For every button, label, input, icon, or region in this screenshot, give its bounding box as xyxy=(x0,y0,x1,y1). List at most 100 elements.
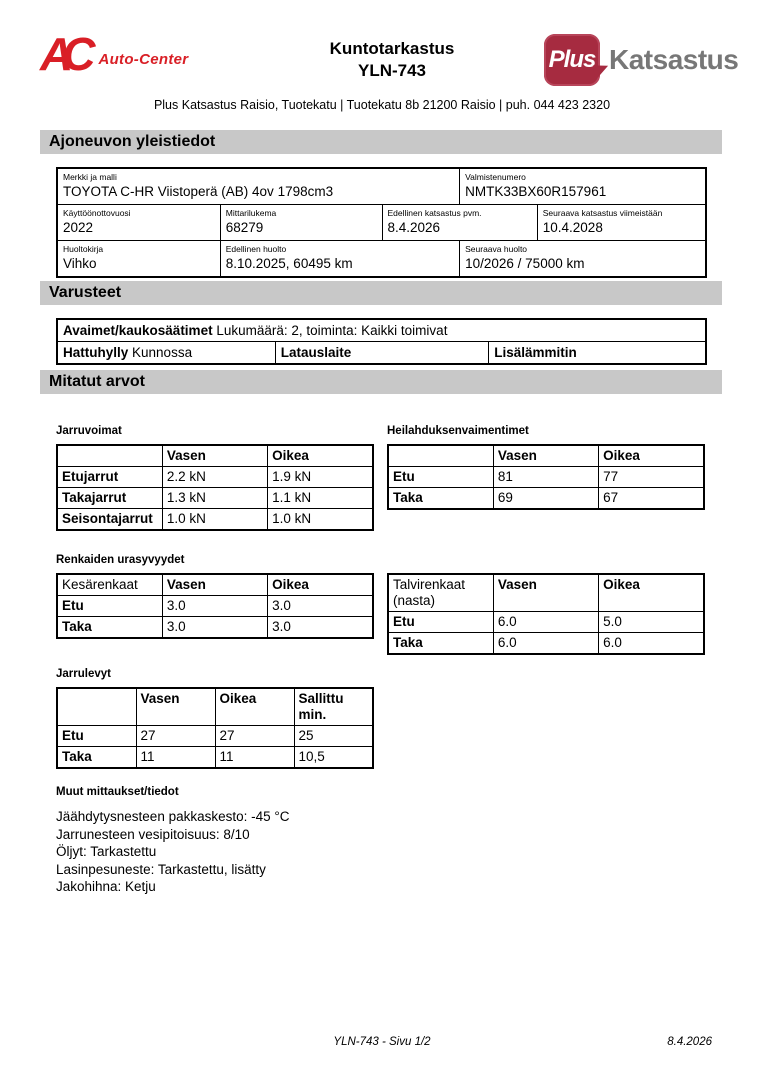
field-label: Edellinen katsastus pvm. xyxy=(387,208,482,218)
table-cell: 3.0 xyxy=(161,616,269,639)
table-header-row: Vasen Oikea Sallittu min. xyxy=(56,687,374,726)
table-cell: 81 xyxy=(492,466,600,488)
table-cell: 6.0 xyxy=(492,611,600,633)
report-header: AC Auto-Center Kuntotarkastus YLN-743 Pl… xyxy=(0,0,764,86)
brake-forces-title: Jarruvoimat xyxy=(56,425,122,437)
footer-page-info: YLN-743 - Sivu 1/2 xyxy=(333,1036,431,1048)
table-row: Etujarrut 2.2 kN 1.9 kN xyxy=(56,466,374,488)
equipment-row: Avaimet/kaukosäätimet Lukumäärä: 2, toim… xyxy=(58,320,705,341)
table-cell: Etu xyxy=(56,725,137,747)
field-hattuhylly: Hattuhylly Kunnossa xyxy=(58,342,275,363)
table-header-cell xyxy=(56,687,137,726)
other-measurements-list: Jäähdytysnesteen pakkaskesto: -45 °C Jar… xyxy=(56,808,722,896)
vehicle-info-row: Huoltokirja Vihko Edellinen huolto 8.10.… xyxy=(58,240,705,276)
table-header-row: Vasen Oikea xyxy=(56,444,374,467)
table-cell: 3.0 xyxy=(267,616,374,639)
tire-tread-depths-title: Renkaiden urasyvyydet xyxy=(56,554,185,566)
field-value: 8.4.2026 xyxy=(387,220,441,235)
field-value: Kunnossa xyxy=(132,345,193,360)
report-title: Kuntotarkastus YLN-743 xyxy=(240,30,544,82)
field-valmistenumero: Valmistenumero NMTK33BX60R157961 xyxy=(459,169,705,204)
report-content: Ajoneuvon yleistiedot Merkki ja malli TO… xyxy=(0,130,764,896)
field-label: Edellinen huolto xyxy=(225,244,287,254)
field-value: NMTK33BX60R157961 xyxy=(465,184,607,199)
page-footer: YLN-743 - Sivu 1/2 8.4.2026 xyxy=(0,1036,764,1056)
table-cell: Taka xyxy=(56,746,137,769)
table-cell: 69 xyxy=(492,487,600,510)
table-header-cell: Oikea xyxy=(598,444,705,467)
vehicle-info-row: Merkki ja malli TOYOTA C-HR Viistoperä (… xyxy=(58,169,705,204)
field-lisalammitin: Lisälämmitin xyxy=(488,342,702,363)
table-cell: 27 xyxy=(135,725,216,747)
summer-tires-table: Kesärenkaat Vasen Oikea Etu 3.0 3.0 xyxy=(56,573,374,639)
table-cell: 1.0 kN xyxy=(267,508,374,531)
table-cell: 1.3 kN xyxy=(161,487,269,509)
field-edellinen-huolto: Edellinen huolto 8.10.2025, 60495 km xyxy=(219,241,459,276)
measurement-line: Jarrunesteen vesipitoisuus: 8/10 xyxy=(56,826,250,842)
table-cell: Taka xyxy=(56,616,163,639)
table-cell: Etujarrut xyxy=(56,466,163,488)
auto-center-name: Auto-Center xyxy=(98,50,189,68)
field-label: Avaimet/kaukosäätimet xyxy=(63,323,213,338)
vehicle-info-table: Merkki ja malli TOYOTA C-HR Viistoperä (… xyxy=(56,167,707,278)
table-row: Takajarrut 1.3 kN 1.1 kN xyxy=(56,487,374,509)
auto-center-monogram-icon: AC xyxy=(40,28,96,80)
field-value: Lukumäärä: 2, toiminta: Kaikki toimivat xyxy=(216,323,448,338)
field-seuraava-katsastus: Seuraava katsastus viimeistään 10.4.2028 xyxy=(536,205,705,240)
plus-katsastus-logo: Plus Katsastus xyxy=(544,34,739,86)
measurement-line: Öljyt: Tarkastettu xyxy=(56,844,157,859)
table-header-row: Talvirenkaat (nasta) Vasen Oikea xyxy=(387,573,705,612)
table-header-cell xyxy=(387,444,494,467)
measured-values-area: Jarruvoimat Vasen Oikea Etujarrut xyxy=(56,424,722,896)
field-value: 10/2026 / 75000 km xyxy=(465,256,585,271)
table-row: Taka 6.0 6.0 xyxy=(387,632,705,655)
table-cell: 1.0 kN xyxy=(161,508,269,531)
table-cell: 67 xyxy=(598,487,705,510)
table-row: Etu 27 27 25 xyxy=(56,725,374,747)
brake-discs-table: Vasen Oikea Sallittu min. Etu 27 27 25 T… xyxy=(56,687,374,769)
table-cell: Etu xyxy=(56,595,163,617)
table-cell: 25 xyxy=(293,725,374,747)
plus-badge-text: Plus xyxy=(548,46,597,73)
auto-center-logo: AC Auto-Center xyxy=(40,28,240,80)
table-header-cell: Vasen xyxy=(161,573,269,596)
table-cell: Taka xyxy=(387,632,494,655)
field-value: Vihko xyxy=(63,256,97,271)
table-header-row: Kesärenkaat Vasen Oikea xyxy=(56,573,374,596)
field-label: Käyttöönottovuosi xyxy=(63,208,131,218)
field-latauslaite: Latauslaite xyxy=(274,342,489,363)
field-value: TOYOTA C-HR Viistoperä (AB) 4ov 1798cm3 xyxy=(63,184,334,199)
table-header-cell: Oikea xyxy=(267,444,374,467)
table-cell: 1.1 kN xyxy=(267,487,374,509)
field-kayttoonottovuosi: Käyttöönottovuosi 2022 xyxy=(58,205,220,240)
table-header-cell: Talvirenkaat (nasta) xyxy=(387,573,494,612)
field-label: Valmistenumero xyxy=(465,172,526,182)
field-value: 68279 xyxy=(225,220,264,235)
table-cell: 11 xyxy=(135,746,216,769)
brake-discs-title: Jarrulevyt xyxy=(56,668,111,680)
report-title-line1: Kuntotarkastus xyxy=(329,39,455,58)
table-cell: 77 xyxy=(598,466,705,488)
table-cell: 11 xyxy=(214,746,295,769)
table-header-cell: Vasen xyxy=(492,444,600,467)
table-header-cell: Vasen xyxy=(135,687,216,726)
field-mittarilukema: Mittarilukema 68279 xyxy=(219,205,382,240)
equipment-table: Avaimet/kaukosäätimet Lukumäärä: 2, toim… xyxy=(56,318,707,365)
shock-absorbers-table: Vasen Oikea Etu 81 77 Taka xyxy=(387,444,705,510)
katsastus-brand-name: Katsastus xyxy=(609,44,739,75)
table-cell: Taka xyxy=(387,487,494,510)
table-header-cell: Vasen xyxy=(492,573,600,612)
field-edellinen-katsastus: Edellinen katsastus pvm. 8.4.2026 xyxy=(381,205,537,240)
table-header-row: Vasen Oikea xyxy=(387,444,705,467)
table-cell: Etu xyxy=(387,611,494,633)
footer-date: 8.4.2026 xyxy=(667,1036,712,1048)
table-header-cell: Oikea xyxy=(267,573,374,596)
field-label: Hattuhylly xyxy=(63,345,129,360)
field-label: Latauslaite xyxy=(280,345,352,360)
table-cell: 6.0 xyxy=(492,632,600,655)
field-label: Mittarilukema xyxy=(225,208,277,218)
field-value: 10.4.2028 xyxy=(542,220,603,235)
section-header-measured-values: Mitatut arvot xyxy=(40,370,722,394)
field-label: Lisälämmitin xyxy=(494,345,577,360)
table-row: Seisontajarrut 1.0 kN 1.0 kN xyxy=(56,508,374,531)
